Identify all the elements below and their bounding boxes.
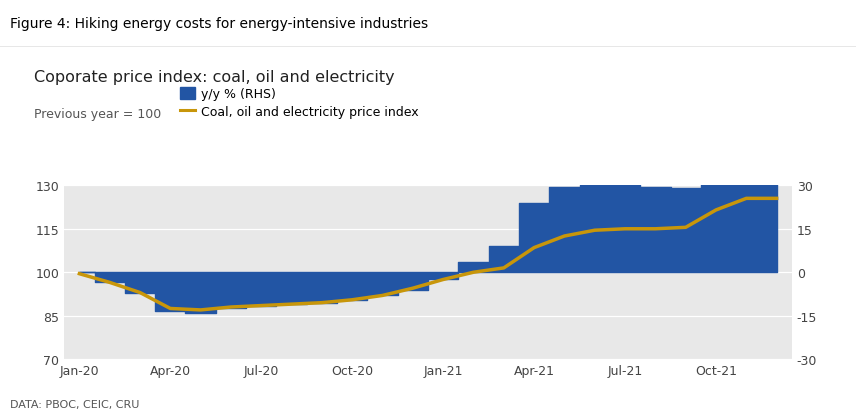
Text: Previous year = 100: Previous year = 100 (34, 107, 162, 120)
Text: Coporate price index: coal, oil and electricity: Coporate price index: coal, oil and elec… (34, 70, 395, 85)
Legend: y/y % (RHS), Coal, oil and electricity price index: y/y % (RHS), Coal, oil and electricity p… (180, 88, 419, 118)
Text: Figure 4: Hiking energy costs for energy-intensive industries: Figure 4: Hiking energy costs for energy… (10, 17, 428, 31)
Text: DATA: PBOC, CEIC, CRU: DATA: PBOC, CEIC, CRU (10, 399, 140, 409)
